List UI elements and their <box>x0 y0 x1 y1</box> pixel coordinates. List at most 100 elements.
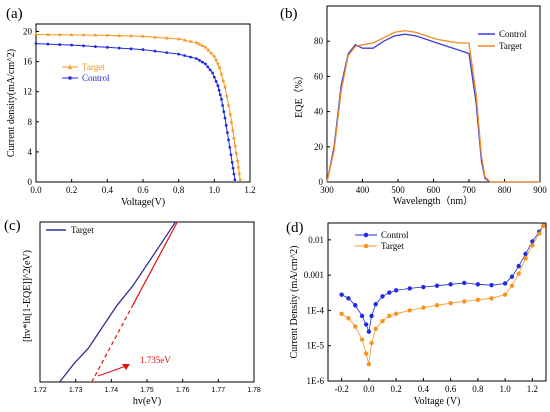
x-tick-label: 900 <box>533 185 547 195</box>
data-point-target <box>231 136 236 141</box>
data-point-control <box>204 62 207 66</box>
x-tick-label: 1.0 <box>209 185 221 195</box>
data-point-target <box>509 283 515 288</box>
x-tick-label: 0.6 <box>137 185 149 195</box>
data-point-target <box>421 305 426 310</box>
panel-c-bandgap-annotation: 1.735eV <box>97 355 171 377</box>
panel-d-x-axis-label: Voltage (V) <box>414 396 461 407</box>
data-point-target <box>369 340 374 346</box>
x-tick-label: 400 <box>356 185 370 195</box>
x-tick-label: 0.4 <box>102 185 114 195</box>
data-point-target <box>33 32 39 37</box>
data-point-target <box>541 223 546 228</box>
x-tick-label: 0.2 <box>391 384 402 394</box>
data-point-control <box>177 52 181 56</box>
x-tick-label: 1.75 <box>140 387 154 394</box>
data-point-target <box>236 165 241 169</box>
data-point-target <box>212 54 217 59</box>
data-point-control <box>359 313 365 319</box>
data-point-target <box>502 292 508 297</box>
data-point-target <box>222 85 228 89</box>
data-point-target <box>359 337 365 342</box>
fit-line <box>132 221 178 306</box>
annotation-arrow-head <box>122 364 130 370</box>
panel-d-frame <box>327 222 547 382</box>
data-point-target <box>238 177 243 182</box>
x-tick-label: 1.2 <box>527 384 538 394</box>
data-point-target <box>393 311 399 317</box>
x-tick-label: 1.2 <box>244 185 255 195</box>
series-line-target <box>35 34 241 180</box>
data-point-control <box>201 60 204 64</box>
data-point-target <box>462 299 467 304</box>
data-point-control <box>233 178 237 182</box>
data-point-control <box>363 322 369 327</box>
data-point-control <box>366 329 372 334</box>
data-point-control <box>34 42 38 45</box>
data-point-control <box>214 80 218 83</box>
y-tick-label: 4 <box>28 147 33 157</box>
panel-b-legend: Control Target <box>478 29 527 51</box>
panel-b-x-axis-label: Wavelength（nm） <box>393 195 473 207</box>
x-tick-label: 1.78 <box>247 387 261 394</box>
data-point-control <box>407 286 412 291</box>
legend-target-label: Target <box>381 241 404 251</box>
data-point-target <box>221 78 226 83</box>
data-point-target <box>105 33 110 38</box>
series-line-target <box>326 29 540 183</box>
panel-b-plot-area <box>326 29 540 183</box>
panel-c-legend: Target <box>46 225 94 235</box>
data-point-control <box>46 42 50 46</box>
data-point-control <box>387 290 392 295</box>
x-tick-label: 0.0 <box>30 185 42 195</box>
data-point-control <box>448 282 453 287</box>
panel-a-legend: ★ Target Control <box>62 62 110 83</box>
legend-target-marker <box>363 243 369 249</box>
series-line-control <box>326 33 540 183</box>
data-point-control <box>224 123 228 127</box>
data-point-control <box>221 104 225 107</box>
data-point-target <box>516 271 521 276</box>
data-point-target <box>448 301 453 306</box>
x-tick-label: 0.6 <box>445 384 457 394</box>
data-point-target <box>228 112 233 117</box>
data-point-target <box>140 34 146 39</box>
data-point-control <box>475 282 481 287</box>
data-point-target <box>235 158 240 163</box>
data-point-target <box>215 61 220 66</box>
panel-a-plot-area <box>33 32 243 182</box>
data-point-control <box>530 239 535 244</box>
data-point-control <box>346 296 351 301</box>
y-tick-label: 40 <box>314 107 324 117</box>
data-point-control <box>462 280 467 286</box>
y-tick-label: 1E-6 <box>307 376 325 386</box>
panel-d: (d) -0.2 0.0 0.2 0.4 0.6 0.8 1.0 1.2 0.01 0.001 1… <box>286 220 547 407</box>
panel-c-y-axis-label: [hv*ln[1-EQE]]^2(eV) <box>22 250 33 342</box>
panel-c-x-axis-label: hv(eV) <box>133 396 161 407</box>
x-tick-label: 0.2 <box>66 185 77 195</box>
data-point-target <box>353 324 358 329</box>
y-tick-label: 20 <box>23 27 33 37</box>
legend-control-label: Control <box>82 73 110 83</box>
y-tick-label: 1E-5 <box>307 341 325 351</box>
data-point-control <box>141 48 145 51</box>
data-point-target <box>45 32 50 37</box>
y-tick-label: 0.001 <box>304 270 324 280</box>
panel-c-plot-area <box>59 221 178 383</box>
data-point-control <box>393 288 399 293</box>
data-point-control <box>230 161 234 164</box>
panel-b-y-ticks: 0 20 40 60 80 <box>314 36 330 187</box>
data-point-target <box>206 48 211 53</box>
data-point-control <box>227 138 231 142</box>
x-tick-label: 700 <box>462 185 476 195</box>
data-point-target <box>93 33 98 37</box>
data-point-control <box>222 110 226 114</box>
data-point-target <box>536 231 542 236</box>
data-point-control <box>353 303 358 308</box>
x-tick-label: 0.0 <box>363 384 375 394</box>
data-point-control <box>218 93 222 97</box>
panel-a-x-axis-label: Voltage(V) <box>121 197 165 208</box>
x-tick-label: 600 <box>427 185 441 195</box>
data-point-control <box>223 116 227 120</box>
legend-control-label: Control <box>381 230 409 240</box>
